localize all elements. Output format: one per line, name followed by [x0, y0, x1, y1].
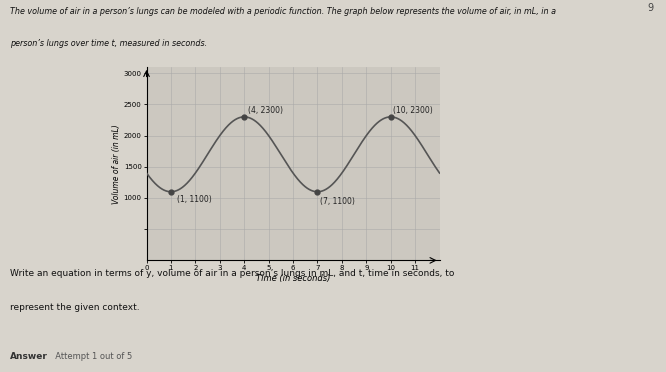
Text: Attempt 1 out of 5: Attempt 1 out of 5: [50, 352, 132, 361]
Text: Write an equation in terms of y, volume of air in a person’s lungs in mL, and t,: Write an equation in terms of y, volume …: [10, 269, 454, 278]
Text: (10, 2300): (10, 2300): [393, 106, 433, 115]
Text: The volume of air in a person’s lungs can be modeled with a periodic function. T: The volume of air in a person’s lungs ca…: [10, 7, 556, 16]
Text: represent the given context.: represent the given context.: [10, 303, 140, 312]
Text: Answer: Answer: [10, 352, 48, 361]
Text: (7, 1100): (7, 1100): [320, 197, 355, 206]
X-axis label: Time (in seconds): Time (in seconds): [256, 274, 330, 283]
Text: (1, 1100): (1, 1100): [177, 195, 212, 204]
Text: person’s lungs over time t, measured in seconds.: person’s lungs over time t, measured in …: [10, 39, 207, 48]
Y-axis label: Volume of air (in mL): Volume of air (in mL): [112, 124, 121, 203]
Text: 9: 9: [647, 3, 653, 13]
Text: (4, 2300): (4, 2300): [248, 106, 283, 115]
